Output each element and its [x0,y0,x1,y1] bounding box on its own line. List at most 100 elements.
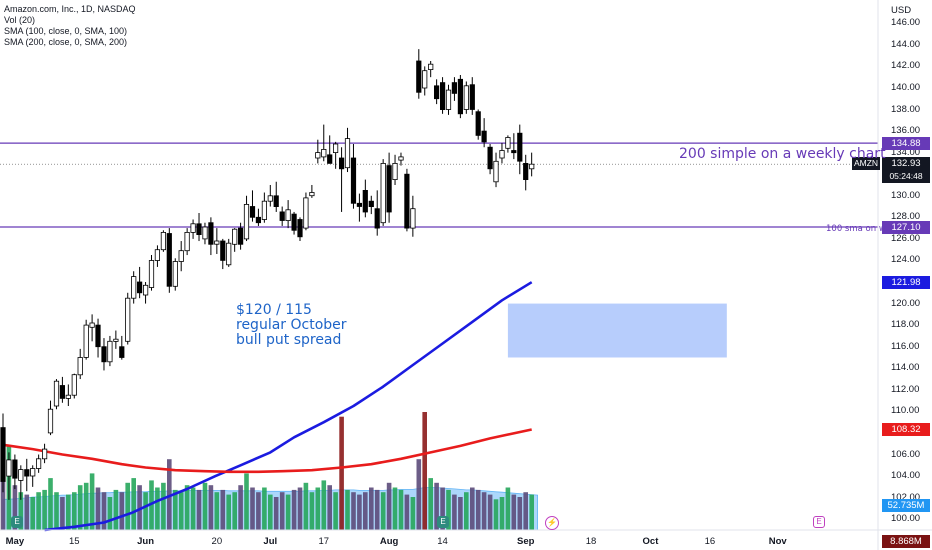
candle [487,144,493,175]
volume-bar [60,497,65,530]
candle [160,230,166,252]
candle-body [166,233,172,287]
volume-bar [398,489,404,530]
volume-bar [77,485,83,530]
candle-body [445,89,452,110]
trade-note: $120 / 115 regular October bull put spre… [236,303,347,348]
candle [368,195,374,215]
y-tick-label: 106.00 [891,448,921,460]
legend-sma100: SMA (100, close, 0, SMA, 100) [4,26,128,36]
candle [374,190,380,236]
candle [196,213,202,242]
volume-bar [285,494,291,530]
candle-body [303,197,309,229]
earnings-marker-aug[interactable]: E [437,516,449,528]
candle-body [309,192,315,197]
volume-bar [107,497,113,530]
volume-bar [380,492,386,530]
candle-body [220,240,226,261]
candle-body [232,228,238,245]
candle [404,168,410,232]
lightning-icon[interactable]: ⚡ [545,516,559,530]
x-tick-label: 20 [211,536,223,547]
volume-bar [351,492,356,530]
candle [47,400,54,436]
volume-bar [18,492,24,530]
volume-bar [505,487,511,530]
earnings-marker-oct[interactable]: E [813,516,825,528]
volume-bar [511,494,517,530]
y-tick-label: 100.00 [891,513,921,525]
candle [457,75,464,119]
x-tick-label: 18 [585,536,597,547]
volume-bar [517,497,523,530]
candle [261,192,268,223]
candle-body [416,60,422,93]
candle [499,142,505,164]
x-tick-label: 16 [704,536,716,547]
volume-bar [363,492,368,530]
volume-bar [12,485,18,530]
candle [142,282,149,304]
volume-bar [470,487,475,530]
candle-body [0,427,6,482]
volume-bar [262,487,267,530]
volume-bar [149,480,154,530]
candle-body [487,146,493,170]
volume-bar [315,487,321,530]
candle [77,348,83,380]
candle [297,217,303,242]
candle [71,373,77,399]
volume-bar [273,497,279,530]
candle [0,413,6,493]
volume-bar [36,492,41,530]
candle [380,159,386,226]
candle-body [285,209,291,222]
candle-body [12,459,18,479]
candle [392,154,398,185]
y-tick-label: 126.00 [891,232,921,244]
candle [338,147,345,212]
candle-body [261,200,268,220]
volume-bar [220,489,226,530]
candle [220,238,226,270]
candle [445,84,452,115]
candle [208,217,214,256]
candle-body [439,82,446,110]
candle [505,135,511,153]
candle-body [511,150,517,154]
candle-body [398,156,404,161]
candle [356,193,363,222]
volume-bar [327,485,332,530]
volume-bar [291,489,297,530]
volume-bar [440,487,445,530]
price-tag: 52.735M [882,498,930,512]
volume-bar [95,487,101,530]
candle [285,200,291,229]
candle-body [338,157,345,170]
y-tick-label: 134.00 [891,146,921,158]
volume-bar [208,485,214,530]
y-tick-label: 120.00 [891,297,921,309]
volume-bar [428,478,433,530]
candle [475,109,481,140]
earnings-marker-may[interactable]: E [11,516,23,528]
candle-body [59,385,66,399]
candle [136,266,143,299]
y-tick-label: 112.00 [891,383,920,395]
candle [184,228,190,256]
candle-body [392,162,398,180]
trade-note-line2: regular October [236,317,347,333]
candle [18,465,24,500]
volume-bar [24,494,30,530]
volume-bar [161,482,166,530]
candle [178,241,184,272]
volume-bar [113,489,119,530]
volume-bar [529,494,534,530]
candle [309,184,315,198]
volume-bar [256,492,261,530]
candle-body [451,82,458,94]
candle-body [517,132,523,162]
volume-bar [268,494,273,530]
